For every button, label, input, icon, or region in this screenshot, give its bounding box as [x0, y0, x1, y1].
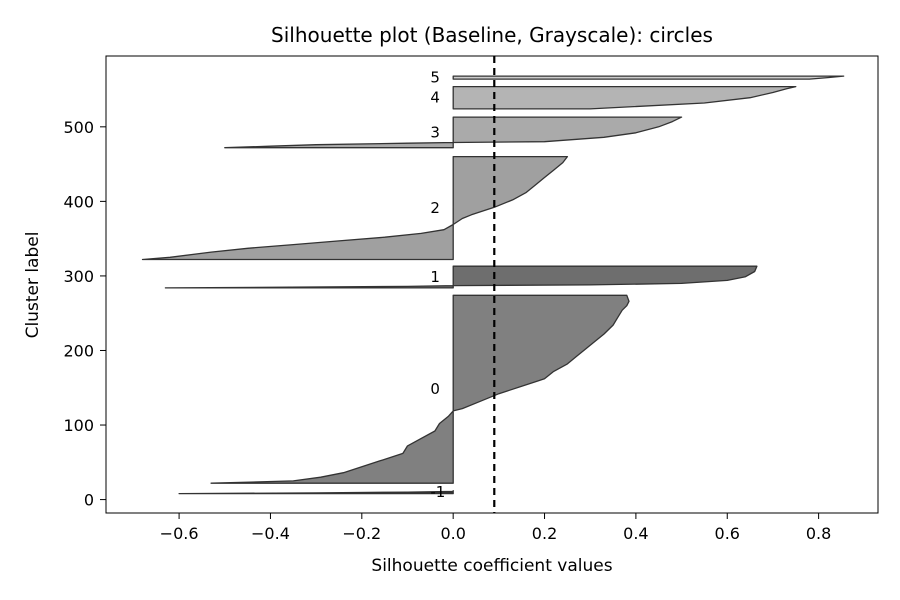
x-tick-label: −0.2: [342, 524, 381, 543]
cluster-label-3: 2: [430, 199, 440, 217]
x-tick-label: 0.0: [440, 524, 465, 543]
cluster-area-1: [210, 294, 630, 484]
y-axis-label: Cluster label: [23, 232, 43, 339]
y-tick-label: 0: [84, 491, 94, 510]
cluster-area-6: [452, 75, 845, 80]
chart-title: Silhouette plot (Baseline, Grayscale): c…: [271, 23, 713, 47]
y-tick-label: 200: [63, 341, 94, 360]
x-tick-label: −0.6: [160, 524, 199, 543]
x-axis-ticks: −0.6 −0.4 −0.2 0.0 0.2 0.4 0.6 0.8: [160, 513, 831, 543]
x-tick-label: 0.4: [623, 524, 648, 543]
cluster-area-2: [164, 265, 758, 289]
y-tick-label: 500: [63, 118, 94, 137]
x-axis-label: Silhouette coefficient values: [371, 556, 612, 576]
x-tick-label: −0.4: [251, 524, 290, 543]
y-axis-ticks: 0 100 200 300 400 500: [63, 118, 106, 510]
cluster-labels: -1 0 1 2 3 4 5: [430, 69, 445, 502]
cluster-label-5: 4: [430, 89, 440, 107]
cluster-label-0: -1: [430, 483, 445, 501]
cluster-areas: [141, 75, 845, 495]
x-tick-label: 0.2: [532, 524, 557, 543]
cluster-area-3: [141, 155, 569, 261]
y-tick-label: 400: [63, 192, 94, 211]
x-tick-label: 0.8: [806, 524, 831, 543]
cluster-label-6: 5: [430, 69, 440, 87]
cluster-area-4: [224, 116, 683, 149]
y-tick-label: 300: [63, 267, 94, 286]
cluster-area-5: [452, 85, 797, 110]
cluster-label-4: 3: [430, 123, 440, 141]
cluster-label-1: 0: [430, 380, 440, 398]
plot-frame: [105, 55, 879, 514]
y-tick-label: 100: [63, 416, 94, 435]
x-tick-label: 0.6: [715, 524, 740, 543]
cluster-label-2: 1: [430, 268, 440, 286]
cluster-area-0: [178, 489, 454, 495]
